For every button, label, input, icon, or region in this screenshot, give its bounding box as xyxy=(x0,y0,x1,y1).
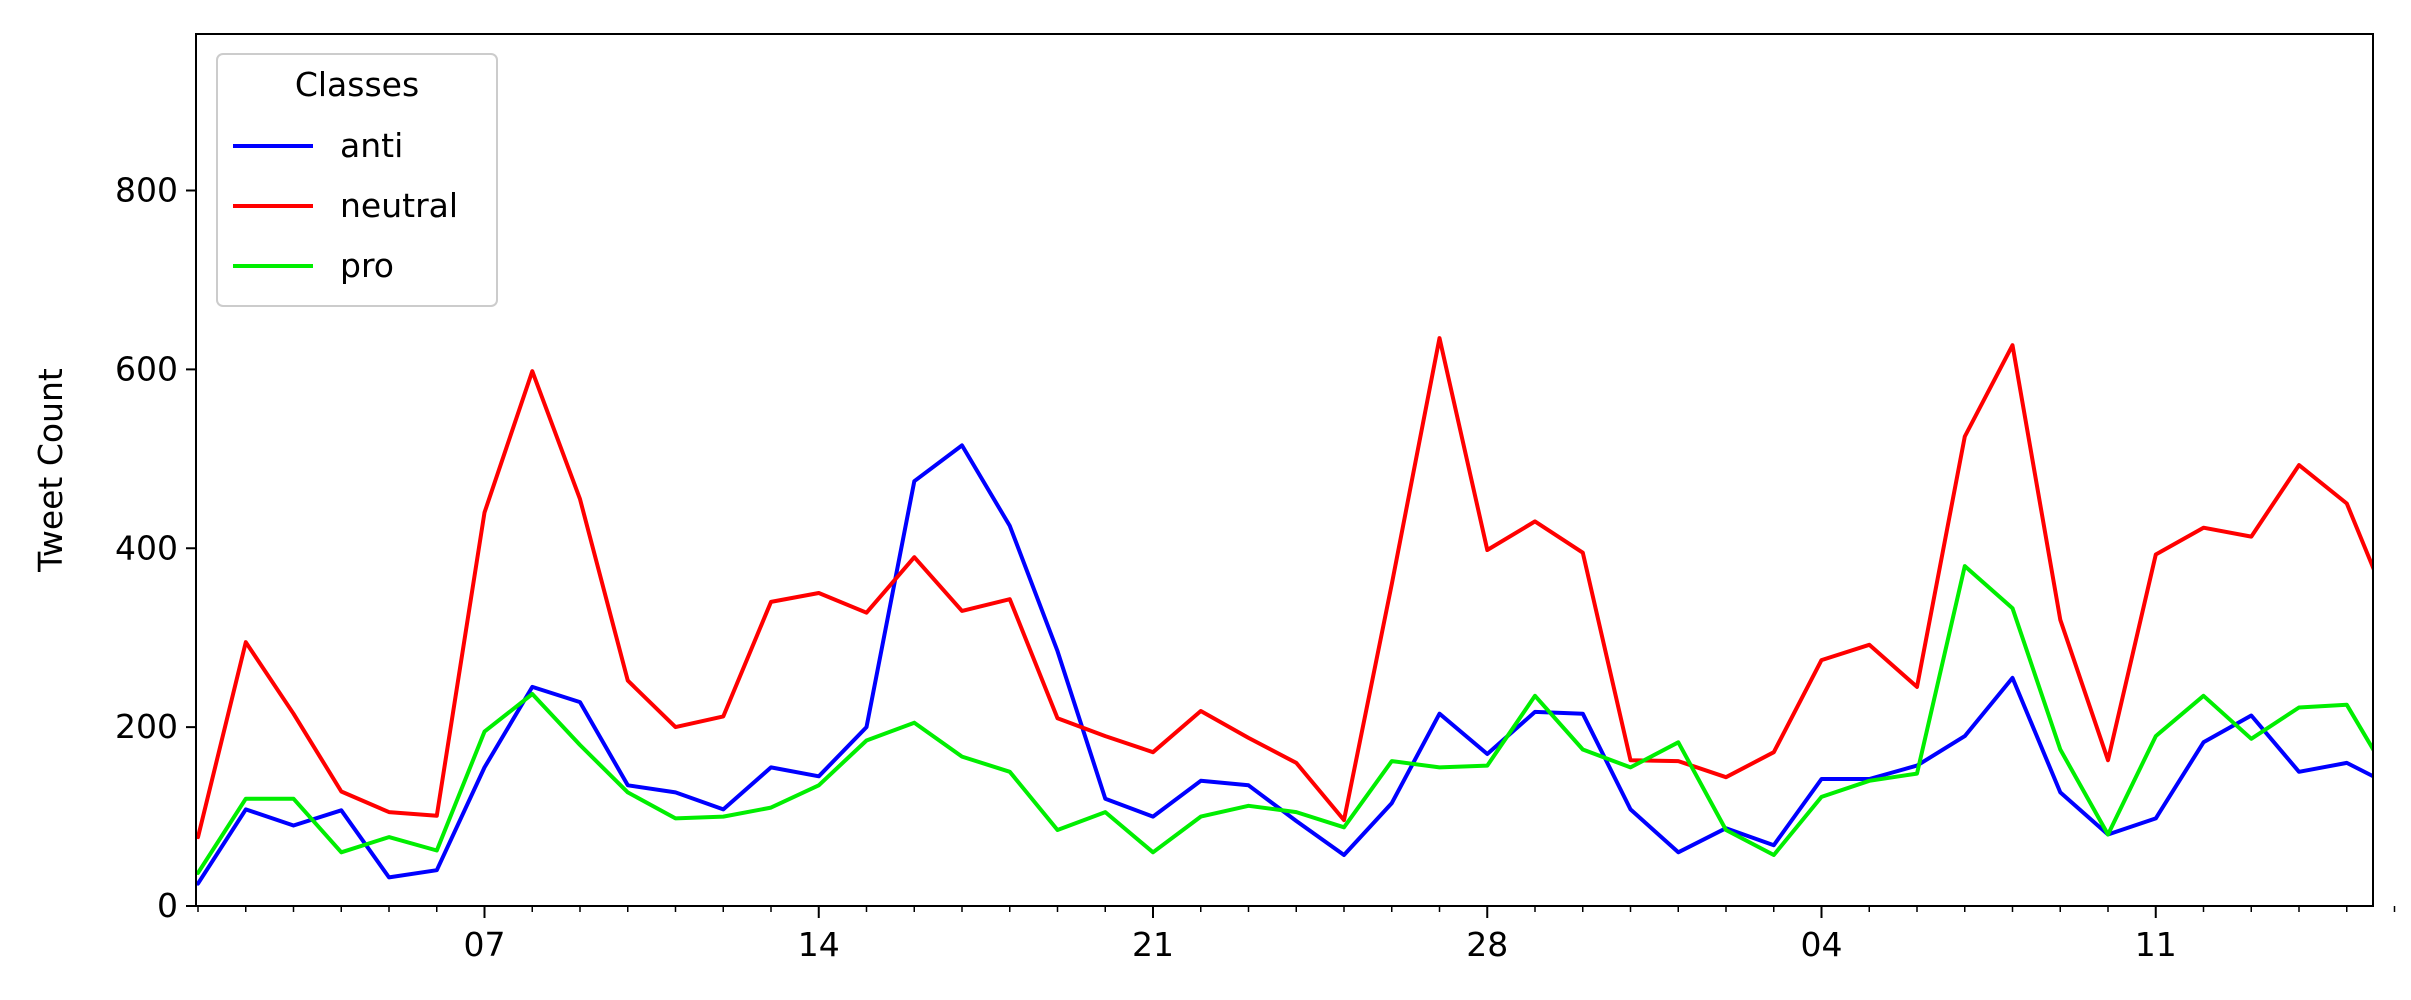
x-axis: 07142128041118 xyxy=(197,906,2396,964)
plot-frame xyxy=(195,33,2374,907)
y-tick-label: 600 xyxy=(115,349,178,388)
series-line-pro xyxy=(196,564,2373,875)
legend-label-anti: anti xyxy=(340,126,403,165)
legend-label-neutral: neutral xyxy=(340,186,458,225)
legend-box xyxy=(216,53,498,307)
x-tick-label: 11 xyxy=(2135,925,2177,964)
x-tick-label: 14 xyxy=(798,925,840,964)
y-tick-label: 0 xyxy=(157,886,178,925)
legend-label-pro: pro xyxy=(340,246,394,285)
legend: Classes anti neutral pro xyxy=(216,53,498,307)
series-line-neutral xyxy=(196,336,2373,840)
x-tick-label: 04 xyxy=(1801,925,1843,964)
y-axis: 0 200 400 600 800 xyxy=(115,171,196,925)
legend-title: Classes xyxy=(295,65,419,104)
series-layer xyxy=(196,336,2373,886)
legend-items: anti neutral pro xyxy=(233,126,458,285)
series-line-anti xyxy=(196,443,2373,886)
y-tick-label: 400 xyxy=(115,528,178,567)
x-tick-label: 21 xyxy=(1132,925,1174,964)
y-tick-label: 800 xyxy=(115,171,178,210)
x-tick-label: 28 xyxy=(1466,925,1508,964)
x-tick-label: 07 xyxy=(464,925,506,964)
y-axis-label: Tweet Count xyxy=(31,368,70,573)
y-tick-label: 200 xyxy=(115,707,178,746)
